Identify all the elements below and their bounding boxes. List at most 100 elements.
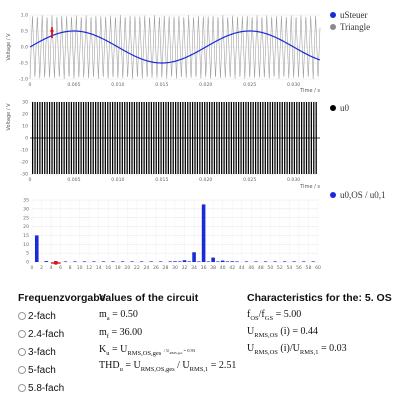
x-tick-label: 40 <box>220 265 226 271</box>
y-tick-label: -30 <box>20 172 28 178</box>
baseline-bar <box>225 261 230 262</box>
x-tick-label: 16 <box>105 265 111 271</box>
x-tick-label: 0.010 <box>111 82 124 88</box>
x-tick-label: 10 <box>77 265 83 271</box>
urms-os: URMS,OS (i) = 0.44 <box>247 326 318 339</box>
baseline-bar <box>302 261 306 262</box>
baseline-bar <box>63 261 67 262</box>
legend-dot-icon <box>330 12 336 18</box>
radio-label: 5-fach <box>28 364 56 376</box>
legend-dot-icon <box>330 24 336 30</box>
y-axis-label: Voltage / V <box>6 33 12 61</box>
characteristics-title: Characteristics for the: 5. OS <box>247 292 392 304</box>
x-tick-label: 46 <box>248 265 254 271</box>
values-title: Values of the circuit <box>99 292 199 304</box>
bar-harmonic <box>220 260 225 262</box>
x-tick-label: 18 <box>115 265 121 271</box>
x-tick-label: 0.025 <box>243 177 256 183</box>
harmonic-spectrum-plot: 35 30 25 20 15 10 5 0 0 2 4 6 8 10 12 14 16 18 20 22 24 26 28 3… <box>0 189 400 277</box>
modulation-index-frequency: mf = 36.00 <box>99 327 143 340</box>
baseline-bar <box>216 261 220 262</box>
y-tick-label: 35 <box>23 198 29 204</box>
radio-icon[interactable] <box>18 366 26 374</box>
radio-option-5-8-fach[interactable]: 5.8-fach <box>18 379 106 397</box>
x-tick-label: 0 <box>29 177 32 183</box>
baseline-bar <box>111 261 115 262</box>
thd-formula: THDu = URMS,OS,ges / URMS,1 = 2.51 <box>99 360 237 373</box>
radio-label: 2-fach <box>28 310 56 322</box>
x-tick-label: 0.025 <box>243 82 256 88</box>
x-tick-label: 48 <box>258 265 264 271</box>
urms-os-value: 0.44 <box>300 326 318 337</box>
x-tick-label: 8 <box>69 265 72 271</box>
y-tick-label: 10 <box>22 124 28 130</box>
control-signal-svg: 1.0 0.5 0.0 -0.5 -1.00 0.005 0.010 0.015 0.020 0.… <box>6 13 321 94</box>
bar-harmonic <box>201 204 206 262</box>
x-tick-label: 28 <box>163 265 169 271</box>
y-tick-label: 30 <box>22 100 28 106</box>
x-tick-label: 30 <box>172 265 178 271</box>
plot2-legend: u0 <box>330 102 349 114</box>
x-tick-label: 4 <box>50 265 53 271</box>
x-tick-label: 52 <box>277 265 283 271</box>
plot1-legend: uSteuer Triangle <box>330 9 370 33</box>
x-tick-label: 0.020 <box>199 177 212 183</box>
radio-icon[interactable] <box>18 330 26 338</box>
x-axis-label: Time / s <box>299 88 320 94</box>
x-tick-label: 42 <box>229 265 235 271</box>
baseline-bar <box>73 261 77 262</box>
radio-icon[interactable] <box>18 312 26 320</box>
radio-label: 2.4-fach <box>28 328 65 340</box>
legend-label: u0,OS / u0,1 <box>340 190 386 200</box>
frequency-panel: Frequenzvorgabe 2-fach 2.4-fach 3-fach 5… <box>18 292 106 397</box>
radio-option-5-fach[interactable]: 5-fach <box>18 361 106 379</box>
baseline-bar <box>311 261 315 262</box>
modulation-index-amplitude: ma = 0.50 <box>99 309 138 322</box>
plot3-legend: u0,OS / u0,1 <box>330 189 386 201</box>
radio-icon[interactable] <box>18 348 26 356</box>
legend-item-triangle[interactable]: Triangle <box>330 21 370 33</box>
y-tick-label: -20 <box>20 160 28 166</box>
x-tick-label: 14 <box>96 265 102 271</box>
x-tick-label: 32 <box>182 265 188 271</box>
ku-value: 0.93 <box>187 348 196 353</box>
radio-option-2-fach[interactable]: 2-fach <box>18 307 106 325</box>
series-triangle <box>29 15 321 80</box>
baseline-bar <box>244 261 249 262</box>
x-tick-label: 0.015 <box>155 82 168 88</box>
legend-label: u0 <box>340 103 349 113</box>
x-tick-label: 54 <box>286 265 292 271</box>
bar-harmonic <box>34 235 39 262</box>
bar-harmonic <box>230 261 234 262</box>
bar-harmonic <box>211 257 215 262</box>
x-tick-label: 0.010 <box>111 177 124 183</box>
legend-item-u0[interactable]: u0 <box>330 102 349 114</box>
x-tick-label: 12 <box>86 265 92 271</box>
baseline-bar <box>292 261 296 262</box>
legend-item-usteuer[interactable]: uSteuer <box>330 9 370 21</box>
radio-icon[interactable] <box>18 384 26 392</box>
radio-option-3-fach[interactable]: 3-fach <box>18 343 106 361</box>
mf-value: 36.00 <box>119 327 143 338</box>
legend-label: uSteuer <box>340 10 368 20</box>
x-tick-label: 24 <box>143 265 149 271</box>
values-panel: Values of the circuit ma = 0.50 mf = 36.… <box>99 292 236 373</box>
characteristics-panel: Characteristics for the: 5. OS fOS/fGS =… <box>247 292 392 356</box>
x-tick-label: 0.020 <box>199 82 212 88</box>
x-tick-label: 2 <box>40 265 43 271</box>
x-tick-label: 26 <box>153 265 159 271</box>
baseline-bar <box>187 261 191 262</box>
y-axis-label: Voltage / V <box>6 103 12 131</box>
x-tick-label: 36 <box>201 265 207 271</box>
x-tick-label: 38 <box>210 265 216 271</box>
frequency-title: Frequenzvorgabe <box>18 292 106 304</box>
x-tick-label: 20 <box>124 265 130 271</box>
radio-label: 5.8-fach <box>28 382 65 394</box>
baseline-bar <box>149 261 153 262</box>
y-tick-label: 30 <box>23 206 29 212</box>
legend-item-harmonics[interactable]: u0,OS / u0,1 <box>330 189 386 201</box>
radio-option-2-4-fach[interactable]: 2.4-fach <box>18 325 106 343</box>
baseline-bar <box>120 261 125 262</box>
